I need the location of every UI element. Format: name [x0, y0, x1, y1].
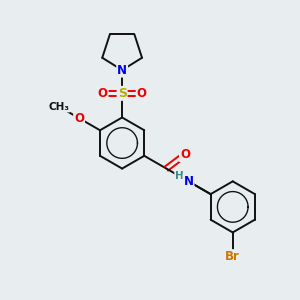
Text: O: O	[98, 87, 108, 100]
Text: S: S	[118, 87, 127, 100]
Text: O: O	[180, 148, 190, 161]
Text: N: N	[184, 175, 194, 188]
Text: Br: Br	[225, 250, 240, 263]
Text: H: H	[175, 171, 184, 181]
Text: N: N	[117, 64, 127, 76]
Text: CH₃: CH₃	[49, 102, 70, 112]
Text: O: O	[74, 112, 84, 125]
Text: O: O	[136, 87, 147, 100]
